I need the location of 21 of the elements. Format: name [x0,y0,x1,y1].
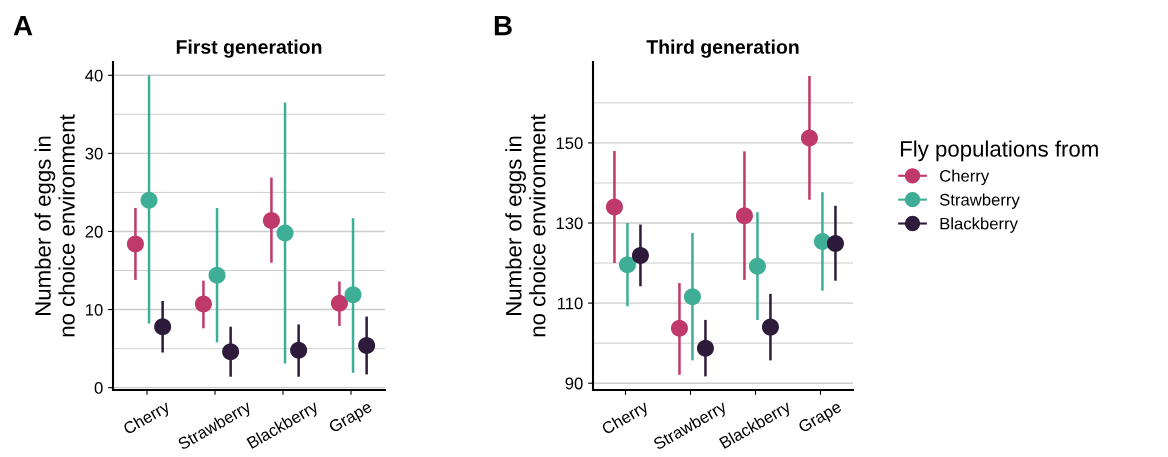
y-tick-label: 40 [85,69,103,82]
text: B [494,16,512,36]
y-tick-label: 110 [557,297,583,310]
legend-label: Blackberry [940,217,1018,233]
y-tick-label: 10 [86,303,103,316]
chart-title: First generation [176,39,322,58]
y-tick-label: 0 [94,382,103,394]
y-axis-title: Number of eggs in no choice environment [505,114,546,337]
y-tick-label: 130 [556,217,583,230]
y-tick-label: 30 [85,147,103,160]
y-axis-title: Number of eggs in no choice environment [34,114,75,337]
chart-title: Third generation [646,39,799,58]
text: A [13,16,33,36]
legend-title: Fly populations from [901,140,1098,162]
x-tick-label: Grape [797,400,844,436]
y-tick-label: 20 [85,225,103,238]
y-tick-label: 150 [556,137,583,150]
legend-label: Cherry [940,169,990,186]
x-tick-label: Grape [328,400,375,436]
y-tick-label: 90 [565,377,583,390]
legend-label: Strawberry [939,193,1020,209]
